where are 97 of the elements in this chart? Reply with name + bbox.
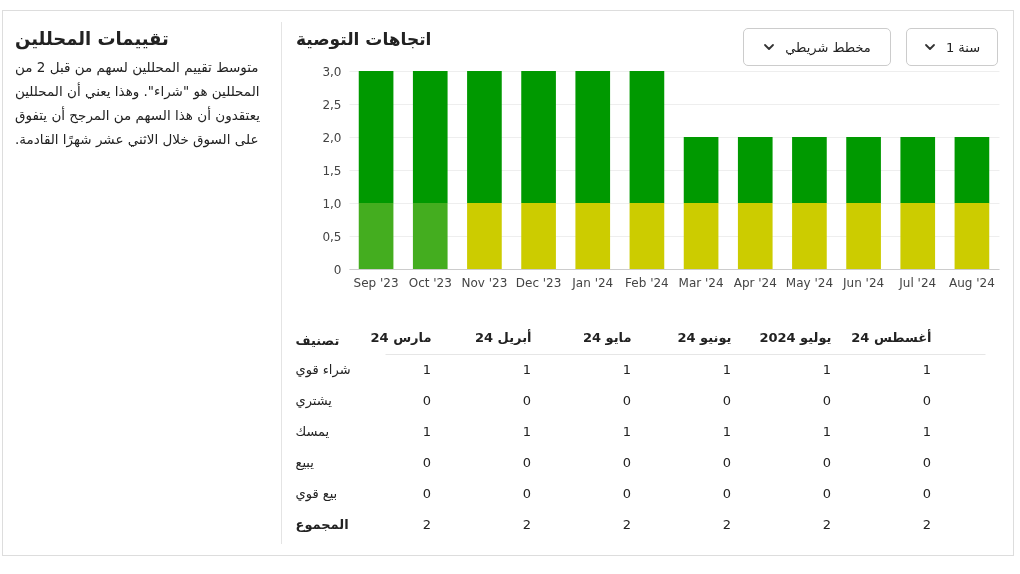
- bar: [521, 203, 556, 269]
- data-label: 0: [922, 392, 931, 408]
- bar: [358, 71, 394, 203]
- data-label: 1: [522, 361, 531, 377]
- data-label: 1: [822, 361, 831, 377]
- x-tick-label: أبريل 24: [474, 328, 532, 345]
- x-tick-label: مايو 24: [582, 329, 632, 345]
- data-label: 1: [922, 423, 931, 439]
- bar: [412, 203, 448, 269]
- y-tick-label: يمسك: [295, 424, 330, 439]
- text: تقييمات المحللين: [15, 28, 170, 49]
- bar: [629, 203, 665, 269]
- y-tick-label: شراء قوي: [295, 362, 351, 378]
- y-tick-label: 3,0: [322, 64, 342, 79]
- x-tick-label: Jun '24: [842, 275, 885, 290]
- x-tick-label: أغسطس 24: [851, 328, 932, 345]
- bar: [846, 137, 881, 203]
- data-label: 1: [522, 423, 531, 439]
- bar: [521, 71, 556, 203]
- y-tick-label: 1,5: [322, 163, 342, 178]
- data-label: 0: [722, 454, 731, 470]
- data-label: 2: [422, 516, 431, 532]
- data-label: 0: [722, 485, 731, 501]
- data-label: 0: [522, 485, 531, 501]
- bar: [575, 71, 611, 203]
- bar: [792, 137, 827, 203]
- bar: [900, 203, 936, 269]
- x-tick-label: May '24: [785, 275, 834, 290]
- bar: [737, 203, 773, 269]
- bar: [629, 71, 665, 203]
- data-label: 1: [822, 423, 831, 439]
- bar: [358, 203, 394, 269]
- data-label: 0: [622, 392, 631, 408]
- x-tick-label: مارس 24: [370, 329, 432, 345]
- data-label: 0: [622, 454, 631, 470]
- text: سنة 1: [945, 39, 981, 55]
- bar: [792, 203, 827, 269]
- data-label: 0: [722, 392, 731, 408]
- data-label: 0: [522, 392, 531, 408]
- data-label: 2: [622, 516, 631, 532]
- data-label: 0: [622, 485, 631, 501]
- y-tick-label: 1,0: [322, 196, 342, 211]
- bar: [846, 203, 881, 269]
- data-label: 2: [922, 516, 931, 532]
- data-label: 0: [422, 485, 431, 501]
- data-label: 1: [622, 423, 631, 439]
- data-label: 2: [822, 516, 831, 532]
- x-tick-label: يوليو 2024: [759, 329, 832, 345]
- bar: [954, 203, 990, 269]
- data-label: 2: [722, 516, 731, 532]
- data-label: 0: [822, 454, 831, 470]
- data-label: 1: [722, 361, 731, 377]
- y-tick-label: 2,5: [322, 97, 342, 112]
- bar: [412, 71, 448, 203]
- data-label: 1: [422, 423, 431, 439]
- y-tick-label: 0: [333, 262, 342, 277]
- x-tick-label: يونيو 24: [677, 329, 732, 345]
- x-tick-label: Oct '23: [408, 275, 452, 290]
- data-label: 1: [622, 361, 631, 377]
- x-tick-label: Mar '24: [678, 275, 724, 290]
- x-tick-label: Jan '24: [571, 275, 614, 290]
- data-label: 0: [522, 454, 531, 470]
- bar: [737, 137, 773, 203]
- data-label: 1: [922, 361, 931, 377]
- data-label: 0: [822, 485, 831, 501]
- x-tick-label: Dec '23: [515, 275, 562, 290]
- text: متوسط تقييم المحللين لسهم من قبل 2 من المحللين هو "شراء". وهذا يعني أن المحللين يعتقدون أن هذا السهم من المرجح أن يتفوق على السوق خلال الاثني عشر شهرًا القادمة.: [15, 58, 261, 150]
- bar: [683, 137, 719, 203]
- x-tick-label: Feb '24: [625, 275, 669, 290]
- y-tick-label: 0,5: [322, 229, 342, 244]
- x-tick-label: Sep '23: [353, 275, 399, 290]
- data-label: 0: [922, 454, 931, 470]
- bar: [900, 137, 936, 203]
- x-tick-label: Jul '24: [898, 275, 937, 290]
- y-tick-label: يبيع: [295, 455, 315, 471]
- x-tick-label: Nov '23: [461, 275, 508, 290]
- x-tick-label: Apr '24: [733, 275, 777, 290]
- bar: [467, 71, 502, 203]
- bar: [954, 137, 990, 203]
- bar: [467, 203, 502, 269]
- bar: [683, 203, 719, 269]
- data-label: 1: [422, 361, 431, 377]
- data-label: 2: [522, 516, 531, 532]
- x-tick-label: Aug '24: [949, 275, 995, 290]
- chart-title: اتجاهات التوصية: [295, 29, 432, 50]
- data-label: 0: [822, 392, 831, 408]
- data-label: 0: [422, 392, 431, 408]
- data-label: 0: [422, 454, 431, 470]
- y-tick-label: 2,0: [322, 130, 342, 145]
- y-tick-label: بيع قوي: [295, 486, 338, 502]
- y-tick-label: المجموع: [295, 517, 349, 532]
- bar: [575, 203, 611, 269]
- y-axis-title: تصنيف: [295, 332, 340, 348]
- data-label: 0: [922, 485, 931, 501]
- data-label: 1: [722, 423, 731, 439]
- text: مخطط شريطي: [785, 39, 871, 55]
- y-tick-label: يشتري: [295, 393, 333, 409]
